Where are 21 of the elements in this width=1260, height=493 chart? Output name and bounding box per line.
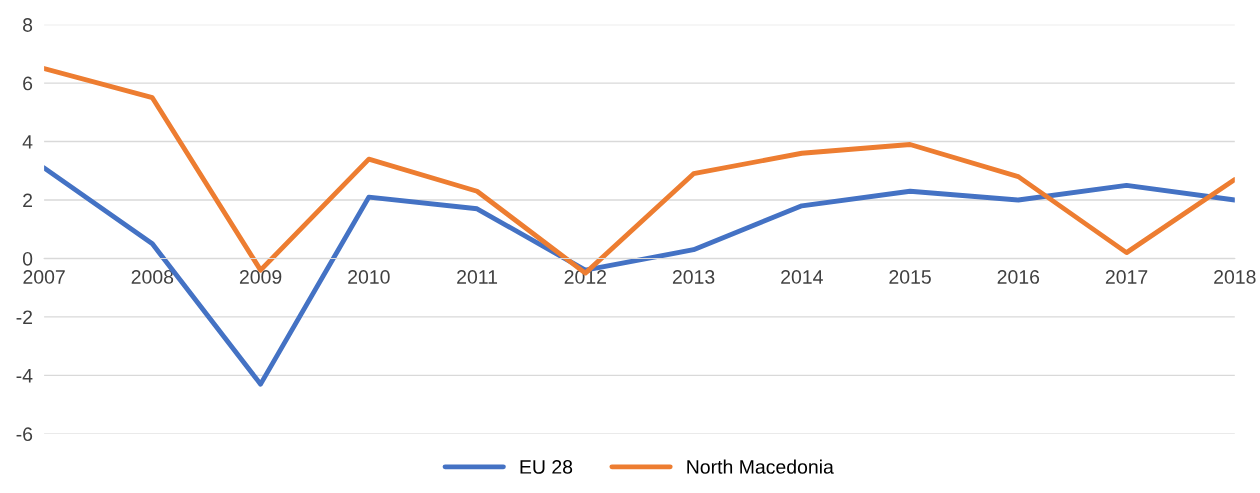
y-tick-label: 0 (22, 251, 33, 266)
legend-label: North Macedonia (687, 459, 834, 474)
legend-label: EU 28 (520, 460, 573, 474)
y-tick-label: 4 (22, 135, 33, 149)
x-tick-label: 2009 (239, 270, 282, 284)
y-tick-label: 6 (23, 76, 33, 91)
x-tick-label: 2018 (1214, 270, 1256, 284)
x-tick-label: 2015 (889, 270, 931, 284)
x-tick-label: 2007 (23, 270, 65, 284)
y-tick-label: -6 (16, 427, 33, 442)
x-tick-label: 2016 (997, 270, 1040, 284)
x-tick-label: 2014 (781, 270, 823, 284)
x-tick-label: 2008 (131, 270, 174, 284)
y-tick-label: -4 (16, 369, 33, 383)
x-tick-label: 2013 (672, 270, 715, 284)
y-tick-label: -2 (16, 310, 33, 324)
x-tick-label: 2011 (457, 270, 498, 284)
y-tick-label: 2 (23, 193, 33, 208)
y-tick-label: 8 (23, 18, 33, 32)
x-tick-label: 2017 (1105, 270, 1148, 284)
x-tick-label: 2010 (348, 270, 390, 284)
